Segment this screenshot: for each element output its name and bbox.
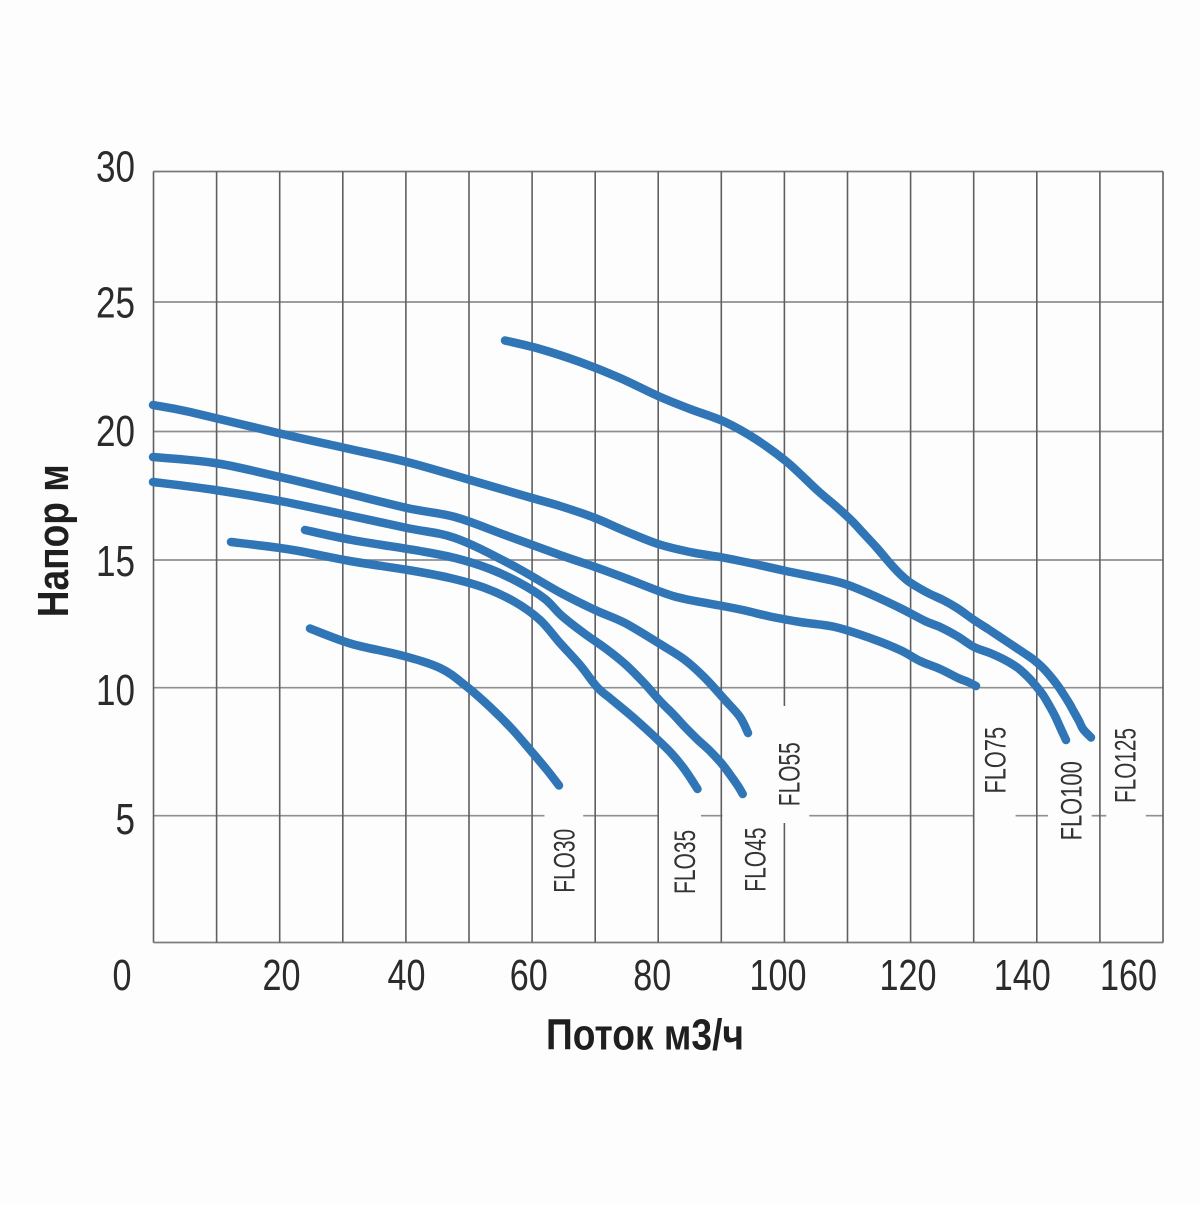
svg-text:40: 40: [388, 951, 426, 1000]
svg-text:140: 140: [994, 951, 1051, 1000]
svg-text:5: 5: [116, 795, 136, 844]
svg-text:120: 120: [880, 951, 937, 1000]
svg-text:20: 20: [96, 407, 135, 456]
svg-text:0: 0: [113, 951, 132, 1000]
svg-text:FLO75: FLO75: [980, 727, 1013, 794]
svg-text:FLO55: FLO55: [774, 742, 807, 806]
svg-text:FLO100: FLO100: [1056, 761, 1089, 840]
svg-text:160: 160: [1100, 951, 1157, 1000]
svg-text:60: 60: [510, 951, 548, 1000]
svg-text:25: 25: [96, 279, 135, 328]
svg-text:100: 100: [750, 951, 807, 1000]
svg-text:30: 30: [96, 143, 135, 192]
svg-text:80: 80: [633, 951, 671, 1000]
svg-text:15: 15: [96, 537, 135, 586]
svg-text:20: 20: [263, 951, 301, 1000]
svg-text:10: 10: [96, 666, 135, 715]
svg-text:FLO45: FLO45: [740, 828, 773, 892]
svg-text:Поток м3/ч: Поток м3/ч: [546, 1011, 744, 1060]
svg-text:FLO125: FLO125: [1110, 728, 1143, 803]
svg-text:Напор м: Напор м: [29, 464, 78, 617]
svg-text:FLO35: FLO35: [669, 830, 702, 894]
svg-text:FLO30: FLO30: [549, 829, 582, 893]
